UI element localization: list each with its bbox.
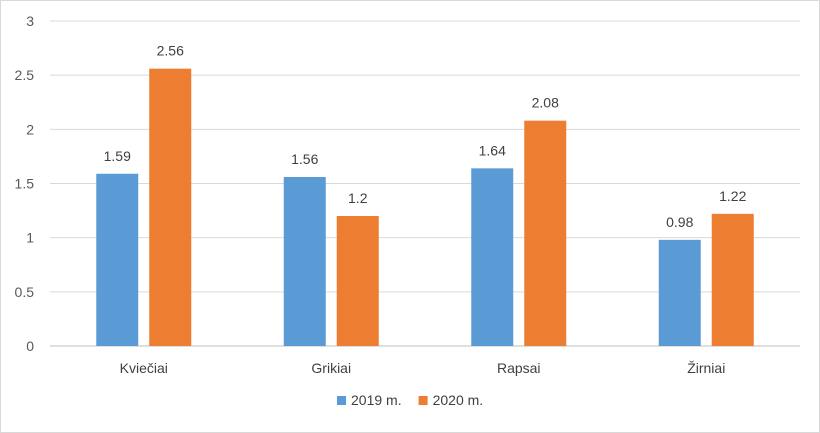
legend-swatch [337, 396, 346, 405]
legend: 2019 m. 2020 m. [337, 392, 483, 408]
category-label: Grikiai [311, 360, 351, 376]
y-tick-label: 1.5 [15, 176, 35, 192]
y-tick-label: 0.5 [15, 284, 35, 300]
legend-label: 2020 m. [433, 392, 484, 408]
category-label: Rapsai [497, 360, 541, 376]
data-label: 1.2 [348, 190, 368, 206]
bar-series-2 [711, 213, 754, 346]
data-label: 1.64 [479, 142, 506, 158]
category-label: Žirniai [687, 360, 725, 376]
data-label: 2.56 [157, 43, 184, 59]
bar-series-1 [658, 239, 701, 346]
data-labels: 1.59 2.56 1.56 1.2 1.64 2.08 0.98 1.22 [104, 43, 747, 230]
bar-series-2 [336, 216, 379, 346]
data-label: 0.98 [666, 214, 693, 230]
y-tick-label: 2.5 [15, 67, 35, 83]
y-tick-label: 1 [26, 230, 34, 246]
y-tick-label: 0 [26, 338, 34, 354]
bar-series-1 [471, 168, 514, 346]
x-axis-categories: Kviečiai Grikiai Rapsai Žirniai [120, 360, 726, 376]
bar-series-2 [149, 68, 192, 347]
legend-label: 2019 m. [351, 392, 402, 408]
y-tick-label: 2 [26, 121, 34, 137]
legend-swatch [418, 396, 428, 405]
data-label: 1.22 [719, 188, 746, 204]
bar-series-1 [96, 173, 139, 346]
bar-series-1 [283, 177, 326, 346]
data-label: 1.59 [104, 148, 131, 164]
data-label: 2.08 [532, 95, 559, 111]
bar-series-2 [524, 120, 567, 347]
y-axis-ticks: 0 0.5 1 1.5 2 2.5 3 [15, 13, 35, 354]
bars [96, 68, 754, 347]
category-label: Kviečiai [120, 360, 168, 376]
data-label: 1.56 [291, 151, 318, 167]
y-tick-label: 3 [26, 13, 34, 29]
